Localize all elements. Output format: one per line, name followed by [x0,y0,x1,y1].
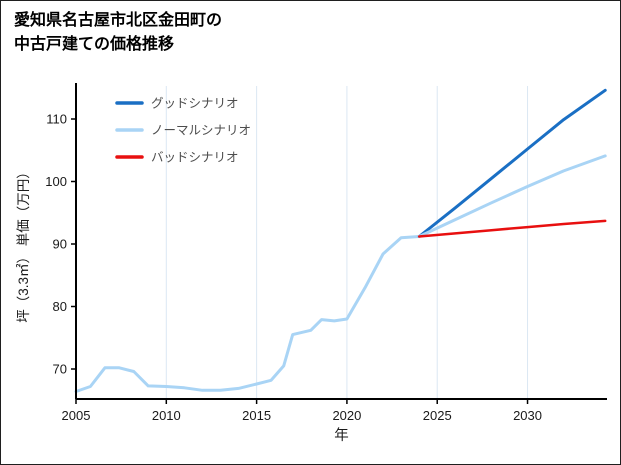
x-tick-label-2030: 2030 [513,408,542,423]
legend-label-good-scenario: グッドシナリオ [151,97,239,111]
legend-label-normal-scenario: ノーマルシナリオ [151,124,251,138]
y-tick-label-100: 100 [45,174,67,189]
y-tick-label-80: 80 [53,299,67,314]
x-axis-label: 年 [334,427,349,444]
chart-title-line1: 愛知県名古屋市北区金田町の [14,12,223,29]
series-line-bad-scenario [417,219,607,238]
chart-title: 愛知県名古屋市北区金田町の 中古戸建ての価格推移 [14,9,222,57]
x-tick-label-2010: 2010 [152,408,181,423]
series-line-good-scenario [417,88,607,238]
x-tick-label-2005: 2005 [62,408,91,423]
series-line-normal-scenario [417,154,607,238]
y-tick-label-90: 90 [53,237,67,252]
x-tick-label-2015: 2015 [242,408,271,423]
y-tick-label-110: 110 [46,112,67,127]
legend-label-bad-scenario: バッドシナリオ [151,151,239,165]
y-axis-label: 坪（3.3㎡） 単価（万円） [16,165,31,323]
x-tick-label-2025: 2025 [423,408,452,423]
series-line-historical [74,235,421,393]
x-tick-label-2020: 2020 [332,408,361,423]
y-tick-label-70: 70 [53,362,67,377]
chart-title-line2: 中古戸建ての価格推移 [14,36,175,53]
